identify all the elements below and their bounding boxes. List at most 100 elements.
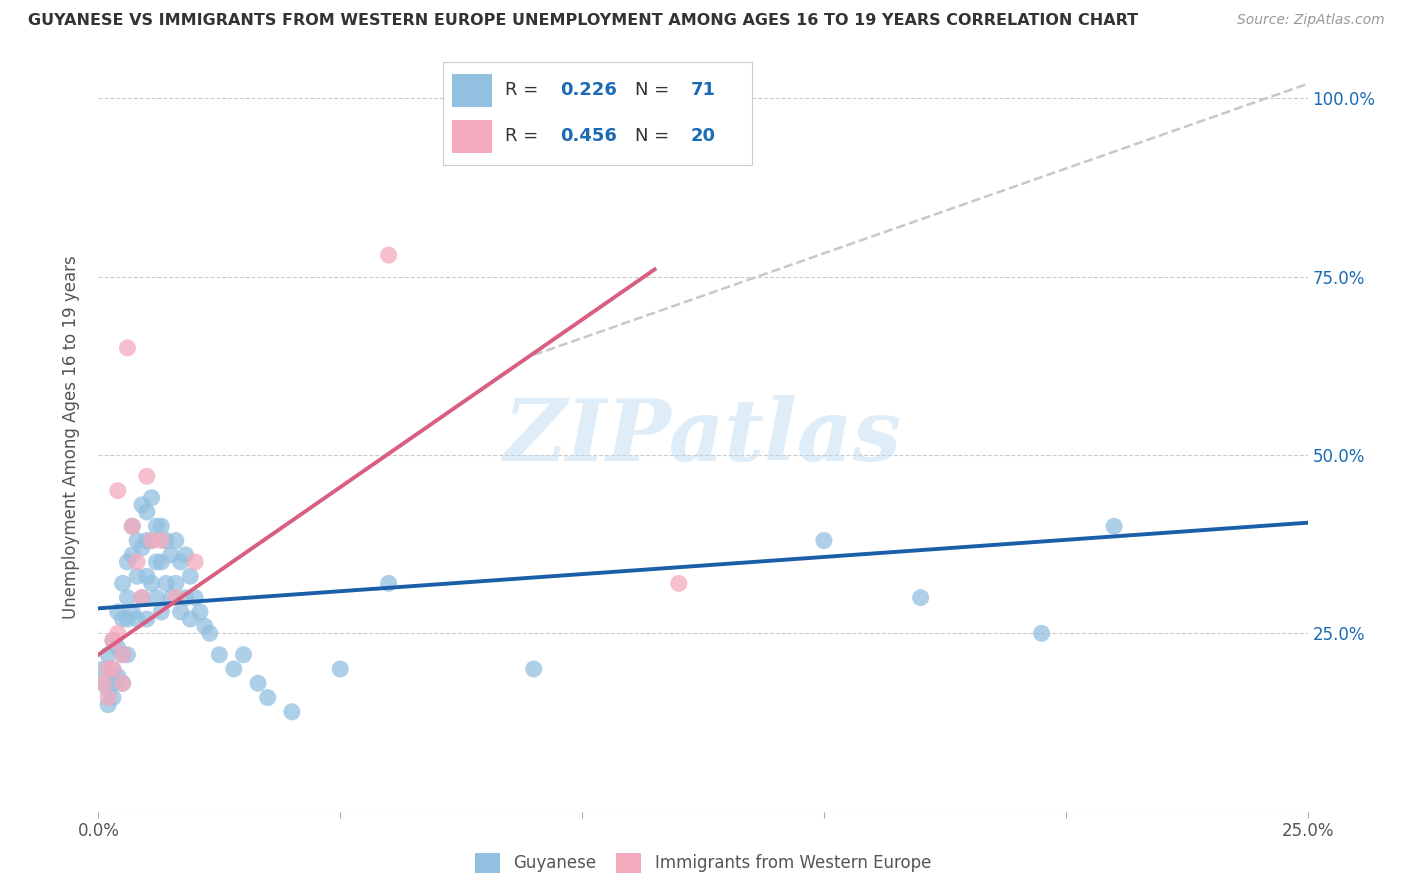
Point bbox=[135, 533, 157, 548]
Point bbox=[117, 612, 139, 626]
Point bbox=[329, 662, 352, 676]
Point bbox=[179, 612, 201, 626]
Point bbox=[111, 676, 134, 690]
Point bbox=[169, 605, 191, 619]
Point bbox=[101, 662, 124, 676]
Text: 0.456: 0.456 bbox=[561, 128, 617, 145]
Point bbox=[117, 341, 139, 355]
Text: R =: R = bbox=[505, 81, 544, 99]
Point bbox=[121, 519, 143, 533]
Point bbox=[135, 569, 157, 583]
Point bbox=[97, 683, 120, 698]
Text: N =: N = bbox=[634, 128, 675, 145]
FancyBboxPatch shape bbox=[453, 74, 492, 106]
Point bbox=[145, 519, 167, 533]
Text: ZIPatlas: ZIPatlas bbox=[503, 395, 903, 479]
Point bbox=[184, 591, 207, 605]
Point bbox=[1102, 519, 1125, 533]
Point bbox=[127, 612, 149, 626]
Point bbox=[117, 591, 139, 605]
Point bbox=[121, 548, 143, 562]
FancyBboxPatch shape bbox=[453, 120, 492, 153]
Text: N =: N = bbox=[634, 81, 675, 99]
Y-axis label: Unemployment Among Ages 16 to 19 years: Unemployment Among Ages 16 to 19 years bbox=[62, 255, 80, 619]
Point bbox=[198, 626, 221, 640]
Point bbox=[135, 469, 157, 483]
Point bbox=[222, 662, 245, 676]
Point bbox=[141, 491, 163, 505]
Point bbox=[117, 555, 139, 569]
Point bbox=[1031, 626, 1053, 640]
Point bbox=[117, 648, 139, 662]
Point bbox=[135, 612, 157, 626]
Point bbox=[101, 662, 124, 676]
Point bbox=[150, 519, 173, 533]
Point bbox=[208, 648, 231, 662]
Point bbox=[150, 533, 173, 548]
Point bbox=[111, 648, 134, 662]
Point bbox=[155, 576, 177, 591]
Point bbox=[668, 576, 690, 591]
Point bbox=[107, 669, 129, 683]
Point bbox=[127, 555, 149, 569]
Point bbox=[141, 576, 163, 591]
Point bbox=[131, 498, 153, 512]
Text: Source: ZipAtlas.com: Source: ZipAtlas.com bbox=[1237, 13, 1385, 28]
Point bbox=[174, 591, 197, 605]
Point bbox=[111, 648, 134, 662]
Point bbox=[91, 676, 114, 690]
Text: R =: R = bbox=[505, 128, 544, 145]
Point bbox=[131, 591, 153, 605]
Point bbox=[169, 555, 191, 569]
Point bbox=[160, 591, 183, 605]
Point bbox=[165, 591, 187, 605]
Point bbox=[101, 676, 124, 690]
Point bbox=[813, 533, 835, 548]
Point bbox=[107, 605, 129, 619]
Point bbox=[111, 612, 134, 626]
Point bbox=[165, 533, 187, 548]
Point bbox=[150, 555, 173, 569]
Point bbox=[135, 505, 157, 519]
Point bbox=[179, 569, 201, 583]
Point bbox=[91, 662, 114, 676]
Point bbox=[160, 548, 183, 562]
Point bbox=[101, 633, 124, 648]
Point bbox=[150, 605, 173, 619]
Point bbox=[145, 591, 167, 605]
Point bbox=[247, 676, 270, 690]
Legend: Guyanese, Immigrants from Western Europe: Guyanese, Immigrants from Western Europe bbox=[468, 847, 938, 880]
Point bbox=[165, 576, 187, 591]
Point bbox=[131, 541, 153, 555]
Point bbox=[97, 698, 120, 712]
Point bbox=[127, 533, 149, 548]
Point bbox=[131, 591, 153, 605]
Point bbox=[141, 533, 163, 548]
Point bbox=[281, 705, 304, 719]
Point bbox=[97, 690, 120, 705]
Point bbox=[107, 626, 129, 640]
Point bbox=[121, 519, 143, 533]
Point bbox=[188, 605, 211, 619]
Point bbox=[145, 555, 167, 569]
Point bbox=[101, 633, 124, 648]
Point bbox=[97, 648, 120, 662]
Point bbox=[107, 640, 129, 655]
Text: 0.226: 0.226 bbox=[561, 81, 617, 99]
Point bbox=[184, 555, 207, 569]
Point bbox=[121, 605, 143, 619]
Text: GUYANESE VS IMMIGRANTS FROM WESTERN EUROPE UNEMPLOYMENT AMONG AGES 16 TO 19 YEAR: GUYANESE VS IMMIGRANTS FROM WESTERN EURO… bbox=[28, 13, 1139, 29]
Point bbox=[107, 483, 129, 498]
Point bbox=[174, 548, 197, 562]
Point bbox=[91, 676, 114, 690]
Text: 20: 20 bbox=[690, 128, 716, 145]
Point bbox=[155, 533, 177, 548]
Point bbox=[256, 690, 278, 705]
Point bbox=[377, 576, 399, 591]
Text: 71: 71 bbox=[690, 81, 716, 99]
Point bbox=[377, 248, 399, 262]
Point bbox=[101, 690, 124, 705]
Point bbox=[232, 648, 254, 662]
Point bbox=[97, 662, 120, 676]
Point bbox=[141, 533, 163, 548]
